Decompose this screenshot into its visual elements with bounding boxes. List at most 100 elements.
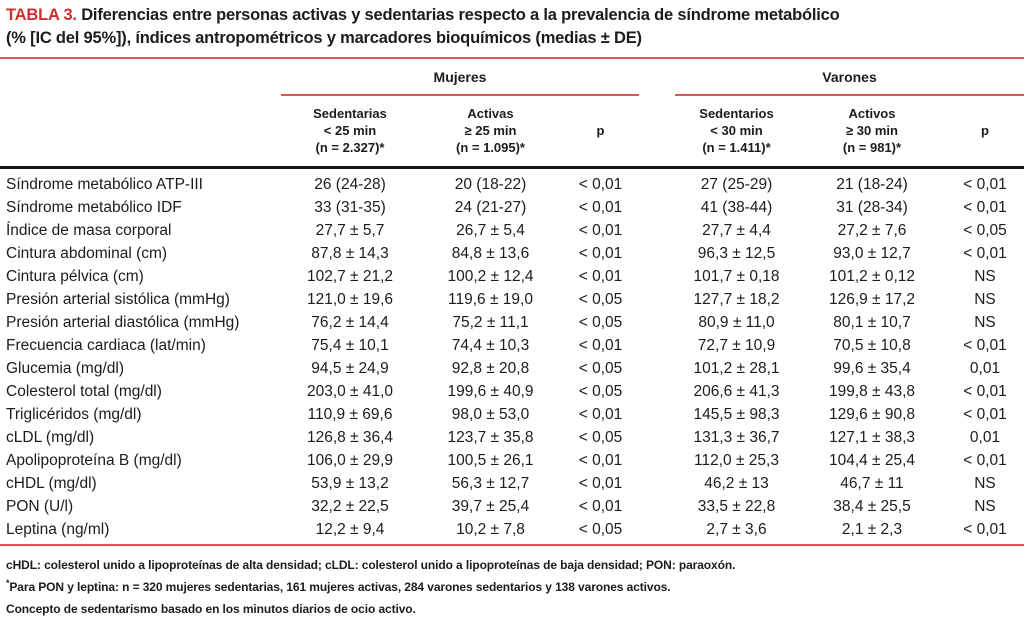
row-value: 27,7 ± 5,7 xyxy=(315,222,385,239)
row-value: 99,6 ± 35,4 xyxy=(833,360,911,377)
row-label: Colesterol total (mg/dl) xyxy=(6,383,162,400)
column-gap xyxy=(639,334,675,357)
column-header-row: Sedentarias < 25 min (n = 2.327)* Activa… xyxy=(0,95,1024,169)
footnote-text: Concepto de sedentarismo basado en los m… xyxy=(6,602,416,616)
row-value: 33,5 ± 22,8 xyxy=(697,498,776,515)
row-value: < 0,05 xyxy=(578,291,623,308)
row-value: 87,8 ± 14,3 xyxy=(311,245,389,262)
table-row: Presión arterial sistólica (mmHg) 121,0 … xyxy=(0,288,1024,311)
row-label: Síndrome metabólico IDF xyxy=(6,199,182,216)
group-header-row: Mujeres Varones xyxy=(0,57,1024,96)
row-value: < 0,01 xyxy=(578,222,623,239)
column-gap xyxy=(639,426,675,449)
footnote-marker: * xyxy=(6,578,10,588)
row-label: Glucemia (mg/dl) xyxy=(6,360,124,377)
row-value: 131,3 ± 36,7 xyxy=(693,429,780,446)
row-value: < 0,01 xyxy=(963,452,1007,469)
row-value: 96,3 ± 12,5 xyxy=(697,245,776,262)
row-label: Apolipoproteína B (mg/dl) xyxy=(6,452,182,469)
column-gap xyxy=(639,57,675,95)
row-value: 145,5 ± 98,3 xyxy=(693,406,780,423)
row-value: 129,6 ± 90,8 xyxy=(828,406,916,423)
column-name: Activos xyxy=(848,106,896,121)
row-label: Cintura pélvica (cm) xyxy=(6,268,144,285)
row-value: NS xyxy=(974,268,996,285)
column-gap xyxy=(639,242,675,265)
table-header: Mujeres Varones Sedentarias < 25 min (n … xyxy=(0,57,1024,169)
column-sample-size: (n = 2.327)* xyxy=(315,140,385,155)
column-gap xyxy=(639,288,675,311)
row-value: 39,7 ± 25,4 xyxy=(451,498,530,515)
row-value: 27 (25-29) xyxy=(700,176,773,193)
table-title: TABLA 3. Diferencias entre personas acti… xyxy=(0,0,1024,50)
row-value: < 0,05 xyxy=(578,429,623,446)
column-threshold: < 25 min xyxy=(323,123,377,138)
row-value: 75,4 ± 10,1 xyxy=(311,337,389,354)
column-header-varones-sedentarios: Sedentarios < 30 min (n = 1.411)* xyxy=(675,95,798,169)
row-value: < 0,01 xyxy=(963,337,1007,354)
table-row: cHDL (mg/dl) 53,9 ± 13,2 56,3 ± 12,7 < 0… xyxy=(0,472,1024,495)
row-value: < 0,01 xyxy=(578,199,623,216)
row-label: cLDL (mg/dl) xyxy=(6,429,95,446)
row-value: 127,7 ± 18,2 xyxy=(693,291,780,308)
column-gap xyxy=(639,449,675,472)
row-value: 126,9 ± 17,2 xyxy=(828,291,916,308)
table-row: Cintura pélvica (cm) 102,7 ± 21,2 100,2 … xyxy=(0,265,1024,288)
row-label: cHDL (mg/dl) xyxy=(6,475,97,492)
row-value: 2,1 ± 2,3 xyxy=(798,518,946,546)
row-value: 101,2 ± 0,12 xyxy=(828,268,916,285)
row-value: 41 (38-44) xyxy=(700,199,773,216)
row-value: < 0,01 xyxy=(578,337,623,354)
row-value: < 0,01 xyxy=(578,406,623,423)
column-threshold: ≥ 30 min xyxy=(846,123,898,138)
row-value: 100,2 ± 12,4 xyxy=(447,268,534,285)
column-gap xyxy=(639,518,675,546)
row-value: NS xyxy=(974,291,996,308)
row-value: < 0,01 xyxy=(578,475,623,492)
row-value: 27,2 ± 7,6 xyxy=(837,222,907,239)
row-value: < 0,01 xyxy=(963,406,1007,423)
column-gap xyxy=(639,219,675,242)
row-value: NS xyxy=(974,314,996,331)
row-value: < 0,01 xyxy=(578,452,623,469)
row-value: < 0,01 xyxy=(578,268,623,285)
row-value: 0,01 xyxy=(969,429,1001,446)
row-value: 24 (21-27) xyxy=(454,199,527,216)
row-value: 32,2 ± 22,5 xyxy=(311,498,389,515)
row-value: < 0,01 xyxy=(963,383,1007,400)
row-value: 127,1 ± 38,3 xyxy=(828,429,916,446)
row-value: 27,7 ± 4,4 xyxy=(702,222,771,239)
row-value: < 0,05 xyxy=(578,314,623,331)
row-value: 20 (18-22) xyxy=(454,176,527,193)
row-value: < 0,05 xyxy=(578,360,623,377)
group-header-mujeres: Mujeres xyxy=(281,57,639,96)
column-name: Sedentarias xyxy=(313,106,387,121)
column-gap xyxy=(639,380,675,403)
column-sample-size: (n = 1.411)* xyxy=(702,140,771,155)
column-gap xyxy=(639,196,675,219)
row-label: Triglicéridos (mg/dl) xyxy=(6,406,142,423)
column-header-mujeres-p: p xyxy=(562,95,639,169)
column-gap xyxy=(639,472,675,495)
row-label: Frecuencia cardiaca (lat/min) xyxy=(6,337,206,354)
row-value: 98,0 ± 53,0 xyxy=(451,406,530,423)
row-value: 203,0 ± 41,0 xyxy=(306,383,394,400)
row-value: 76,2 ± 14,4 xyxy=(311,314,389,331)
row-label: Presión arterial diastólica (mmHg) xyxy=(6,314,240,331)
row-label: Presión arterial sistólica (mmHg) xyxy=(6,291,230,308)
row-value: NS xyxy=(974,475,996,492)
row-value: 26 (24-28) xyxy=(314,176,386,193)
table-row: Colesterol total (mg/dl) 203,0 ± 41,0 19… xyxy=(0,380,1024,403)
row-value: < 0,01 xyxy=(578,245,623,262)
row-value: 123,7 ± 35,8 xyxy=(447,429,534,446)
table-row: PON (U/l) 32,2 ± 22,5 39,7 ± 25,4 < 0,01… xyxy=(0,495,1024,518)
footnote-abbreviations: cHDL: colesterol unido a lipoproteínas d… xyxy=(6,552,1018,574)
column-gap xyxy=(639,265,675,288)
table-row: cLDL (mg/dl) 126,8 ± 36,4 123,7 ± 35,8 <… xyxy=(0,426,1024,449)
column-threshold: ≥ 25 min xyxy=(464,123,517,138)
column-gap xyxy=(639,311,675,334)
table-number-label: TABLA 3. xyxy=(6,6,77,24)
row-value: 70,5 ± 10,8 xyxy=(833,337,911,354)
row-value: 121,0 ± 19,6 xyxy=(306,291,394,308)
row-value: 21 (18-24) xyxy=(836,176,908,193)
